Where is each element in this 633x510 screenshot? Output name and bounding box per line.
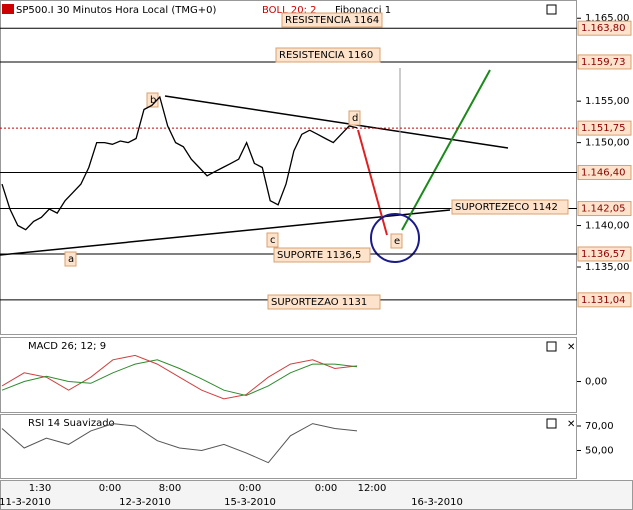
- point-label-box: [146, 92, 159, 108]
- point-label-box: [390, 233, 403, 249]
- series-line: [1, 95, 358, 231]
- macd-panel: [0, 337, 577, 413]
- point-label: b: [150, 95, 156, 106]
- level-label: 1.151,75: [581, 123, 626, 134]
- annotation-box: [267, 294, 381, 310]
- level-label-box: [577, 20, 632, 36]
- panel-title: MACD 26; 12; 9: [28, 341, 106, 352]
- panel-title: RSI 14 Suavizado: [28, 418, 115, 429]
- target-circle: [370, 213, 420, 263]
- series-line: [1, 359, 358, 397]
- point-label: e: [394, 236, 400, 247]
- x-time-label: 0:00: [239, 483, 261, 494]
- level-label-box: [577, 201, 632, 217]
- level-label-box: [577, 164, 632, 180]
- close[interactable]: ✕: [567, 342, 575, 353]
- y-tick-label: 1.155,00: [585, 96, 630, 107]
- level-label: 1.131,04: [581, 295, 626, 306]
- x-time-label: 1:30: [29, 483, 51, 494]
- level-label-box: [577, 120, 632, 136]
- x-time-label: 12:00: [358, 483, 387, 494]
- series-line: [1, 423, 358, 464]
- level-label: 1.159,73: [581, 57, 626, 68]
- y-tick-label: 1.135,00: [585, 262, 630, 273]
- x-date-label: 15-3-2010: [224, 497, 276, 508]
- y-tick-label: 1.140,00: [585, 221, 630, 232]
- y-tick-label: 0,00: [585, 377, 607, 388]
- maximize[interactable]: [546, 341, 557, 352]
- x-time-label: 0:00: [315, 483, 337, 494]
- annotation: SUPORTEZECO 1142: [455, 202, 558, 213]
- price-panel: [0, 0, 577, 335]
- annotation: SUPORTEZAO 1131: [271, 297, 367, 308]
- annotation: RESISTENCIA 1164: [285, 15, 379, 26]
- annotation: RESISTENCIA 1160: [279, 50, 373, 61]
- point-label: a: [68, 254, 74, 265]
- point-label-box: [64, 251, 77, 267]
- x-time-label: 8:00: [159, 483, 181, 494]
- trend-line: [0, 209, 451, 256]
- point-label-box: [348, 110, 361, 126]
- y-tick-label: 70,00: [585, 421, 614, 432]
- rsi-panel: [0, 414, 577, 479]
- level-label: 1.163,80: [581, 23, 626, 34]
- series-line: [1, 354, 358, 400]
- annotation: SUPORTE 1136,5: [277, 250, 361, 261]
- symbol: SP500.I 30 Minutos Hora Local (TMG+0): [16, 5, 216, 16]
- annotation-box: [451, 199, 569, 215]
- point-label: d: [352, 113, 358, 124]
- logo: [2, 4, 14, 14]
- indicator[interactable]: BOLL 20; 2: [262, 5, 317, 16]
- level-label-box: [577, 246, 632, 262]
- x-date-label: 16-3-2010: [411, 497, 463, 508]
- tool[interactable]: Fibonacci 1: [335, 5, 391, 16]
- close[interactable]: ✕: [567, 419, 575, 430]
- y-tick-label: 50,00: [585, 445, 614, 456]
- annotation-box: [275, 47, 381, 63]
- point-label-box: [266, 232, 279, 248]
- y-tick-label: 1.165,00: [585, 13, 630, 24]
- maximize[interactable]: [546, 4, 557, 15]
- level-label: 1.142,05: [581, 204, 626, 215]
- x-date-label: 11-3-2010: [0, 497, 51, 508]
- point-label: c: [270, 235, 276, 246]
- x-time-label: 0:00: [99, 483, 121, 494]
- level-label-box: [577, 54, 632, 70]
- x-date-label: 12-3-2010: [119, 497, 171, 508]
- annotation-box: [281, 12, 383, 28]
- annotation-box: [273, 247, 371, 263]
- level-label: 1.136,57: [581, 249, 626, 260]
- y-tick-label: 1.150,00: [585, 138, 630, 149]
- level-label: 1.146,40: [581, 167, 626, 178]
- level-label-box: [577, 292, 632, 308]
- maximize[interactable]: [546, 418, 557, 429]
- projection-up: [401, 69, 491, 231]
